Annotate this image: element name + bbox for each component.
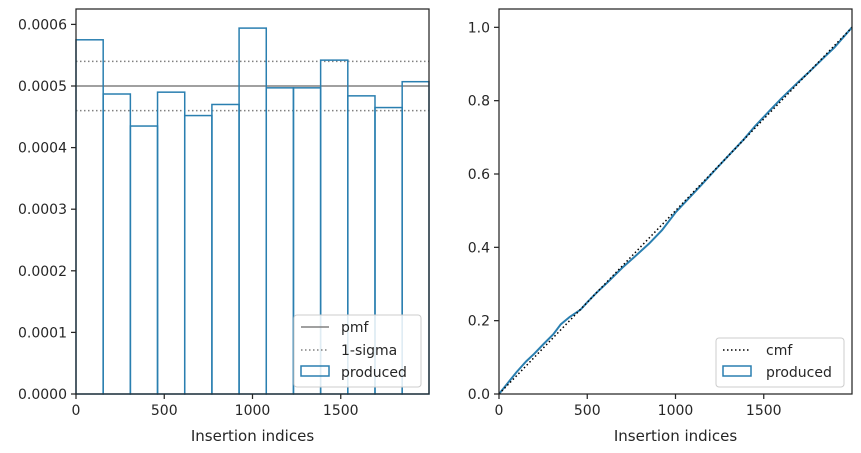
left-x-tick-label: 1000 — [235, 403, 271, 419]
right-chart: 0 500 1000 1500 0.0 0.2 0.4 0.6 0.8 1.0 Insertion… — [468, 8, 853, 445]
right-x-axis-label: Insertion indices — [614, 427, 737, 445]
right-y-tick-label: 0.6 — [468, 167, 490, 183]
hist-bar — [75, 39, 104, 395]
legend-produced-swatch-right — [722, 365, 752, 377]
hist-bar — [211, 103, 240, 395]
hist-bar — [265, 87, 295, 395]
left-x-tick-label: 1500 — [323, 403, 359, 419]
left-y-tick-label: 0.0000 — [18, 387, 67, 403]
legend-sigma-label: 1-sigma — [341, 343, 397, 359]
hist-bar — [102, 93, 132, 395]
right-y-tick-label: 0.2 — [468, 314, 490, 330]
left-x-axis-label: Insertion indices — [191, 427, 314, 445]
left-ticks: 0 500 1000 1500 0.0000 0.0001 0.0002 0.0003 0.00… — [18, 17, 359, 419]
hist-bar — [183, 114, 213, 395]
hist-bar — [238, 27, 268, 395]
left-y-tick-label: 0.0004 — [18, 141, 67, 157]
left-y-tick-label: 0.0003 — [18, 202, 67, 218]
left-legend: pmf 1-sigma produced — [293, 314, 422, 388]
cmf-line — [498, 26, 853, 395]
legend-produced-label-right: produced — [766, 365, 832, 381]
left-x-tick-label: 0 — [72, 403, 81, 419]
produced-line — [498, 26, 853, 395]
left-y-tick-label: 0.0001 — [18, 325, 67, 341]
left-y-tick-label: 0.0006 — [18, 17, 67, 33]
right-y-tick-label: 1.0 — [468, 20, 490, 36]
right-x-tick-label: 1000 — [658, 403, 694, 419]
right-legend: cmf produced — [715, 337, 845, 388]
left-chart: 0 500 1000 1500 0.0000 0.0001 0.0002 0.0003 0.00… — [18, 8, 430, 445]
hist-bar — [156, 91, 186, 395]
legend-produced-swatch — [300, 365, 330, 377]
left-legend-box — [293, 314, 422, 388]
right-x-tick-label: 0 — [495, 403, 504, 419]
left-x-tick-label: 500 — [151, 403, 178, 419]
right-y-tick-label: 0.8 — [468, 94, 490, 110]
legend-pmf-label: pmf — [341, 320, 370, 336]
right-y-tick-label: 0.0 — [468, 387, 490, 403]
left-y-tick-label: 0.0002 — [18, 264, 67, 280]
right-x-tick-label: 500 — [574, 403, 601, 419]
right-plot-elements — [498, 26, 853, 395]
right-y-tick-label: 0.4 — [468, 240, 490, 256]
right-ticks: 0 500 1000 1500 0.0 0.2 0.4 0.6 0.8 1.0 — [468, 20, 782, 419]
legend-produced-label: produced — [341, 365, 407, 381]
hist-bar — [129, 125, 159, 395]
legend-cmf-label: cmf — [766, 343, 793, 359]
left-y-tick-label: 0.0005 — [18, 79, 67, 95]
right-x-tick-label: 1500 — [746, 403, 782, 419]
